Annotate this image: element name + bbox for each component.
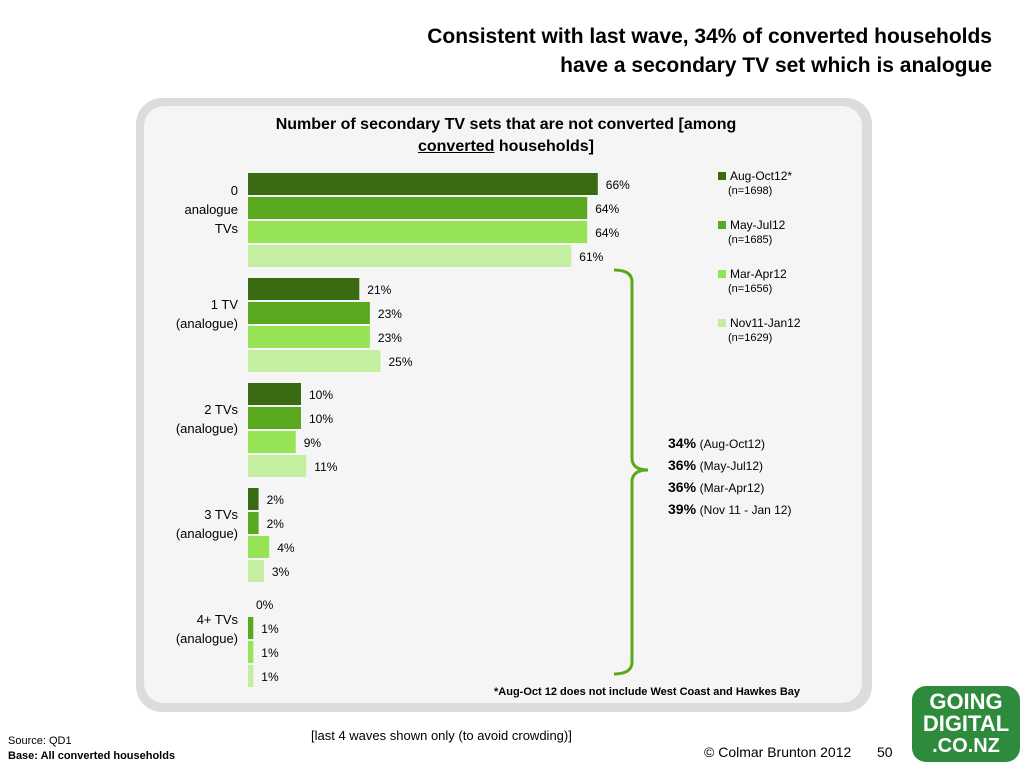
bar: [248, 665, 254, 687]
logo-line1: GOING: [929, 689, 1003, 714]
legend-label: Nov11-Jan12: [730, 316, 801, 330]
data-label: 2%: [267, 517, 285, 531]
chart-title-underlined: converted: [417, 138, 495, 155]
category-label: 4+ TVs: [197, 612, 239, 627]
source-block: Source: QD1 Base: All converted househol…: [8, 734, 175, 764]
data-label: 0%: [256, 598, 274, 612]
bar: [248, 488, 259, 510]
data-label: 25%: [389, 355, 413, 369]
bar: [248, 455, 307, 477]
data-label: 66%: [606, 178, 630, 192]
summary-value: 39%: [668, 501, 697, 517]
bar: [248, 197, 588, 219]
legend-label: Mar-Apr12: [730, 267, 787, 281]
chart-title: Number of secondary TV sets that are not…: [236, 114, 776, 158]
category-label: analogue: [185, 202, 239, 217]
legend-n: (n=1629): [728, 332, 772, 344]
data-label: 23%: [378, 307, 402, 321]
bar: [248, 302, 370, 324]
data-label: 11%: [314, 460, 337, 474]
bar: [248, 407, 301, 429]
logo-line3: .CO.NZ: [932, 735, 1000, 757]
data-label: 2%: [267, 493, 285, 507]
legend-n: (n=1656): [728, 283, 772, 295]
slide-title-line2: have a secondary TV set which is analogu…: [560, 54, 992, 77]
data-label: 1%: [261, 622, 279, 636]
data-label: 64%: [595, 226, 619, 240]
summary-row: 36% (Mar-Apr12): [668, 477, 791, 499]
bar: [248, 245, 572, 267]
bar: [248, 431, 296, 453]
legend-swatch: [718, 319, 726, 327]
data-label: 9%: [304, 436, 322, 450]
legend-swatch: [718, 221, 726, 229]
legend-swatch: [718, 270, 726, 278]
bar: [248, 221, 588, 243]
waves-note: [last 4 waves shown only (to avoid crowd…: [311, 728, 572, 743]
legend-swatch: [718, 172, 726, 180]
grouping-brace: [613, 268, 649, 676]
legend-label: Aug-Oct12*: [730, 169, 792, 183]
data-label: 64%: [595, 202, 619, 216]
summary-row: 34% (Aug-Oct12): [668, 433, 791, 455]
category-label: 0: [231, 183, 238, 198]
legend-n: (n=1698): [728, 185, 772, 197]
summary-value: 34%: [668, 435, 697, 451]
going-digital-logo: GOING DIGITAL .CO.NZ: [912, 686, 1020, 762]
summary-value: 36%: [668, 457, 697, 473]
bar: [248, 641, 254, 663]
copyright: © Colmar Brunton 2012: [704, 744, 852, 760]
legend-n: (n=1685): [728, 234, 772, 246]
bar: [248, 617, 254, 639]
data-label: 1%: [261, 646, 279, 660]
bar: [248, 350, 381, 372]
summary-row: 39% (Nov 11 - Jan 12): [668, 499, 791, 521]
summary-label: (May-Jul12): [699, 459, 764, 473]
source-text: Source: QD1: [8, 735, 72, 747]
category-label: 1 TV: [211, 297, 239, 312]
category-label: TVs: [215, 221, 239, 236]
data-label: 10%: [309, 388, 333, 402]
summary-label: (Aug-Oct12): [699, 437, 766, 451]
bar: [248, 512, 259, 534]
bar: [248, 560, 264, 582]
legend-label: May-Jul12: [730, 218, 786, 232]
summary-label: (Mar-Apr12): [699, 481, 765, 495]
summary-value: 36%: [668, 479, 697, 495]
category-label: (analogue): [176, 631, 238, 646]
category-label: (analogue): [176, 316, 238, 331]
summary-row: 36% (May-Jul12): [668, 455, 791, 477]
data-label: 21%: [367, 283, 391, 297]
page-number: 50: [877, 744, 893, 760]
chart-footnote: *Aug-Oct 12 does not include West Coast …: [494, 686, 801, 698]
summary-block: 34% (Aug-Oct12) 36% (May-Jul12) 36% (Mar…: [668, 433, 791, 521]
data-label: 4%: [277, 541, 295, 555]
summary-label: (Nov 11 - Jan 12): [699, 503, 792, 517]
chart-title-rest: households]: [494, 138, 595, 155]
data-label: 1%: [261, 670, 279, 684]
logo-line2: DIGITAL: [922, 711, 1010, 736]
chart-title-line1: Number of secondary TV sets that are not…: [275, 116, 737, 133]
bar: [248, 383, 301, 405]
category-label: (analogue): [176, 526, 238, 541]
bar: [248, 173, 598, 195]
category-label: 3 TVs: [204, 507, 238, 522]
base-text: Base: All converted households: [8, 750, 176, 762]
slide-title-line1: Consistent with last wave, 34% of conver…: [427, 25, 992, 48]
bar: [248, 278, 360, 300]
bar: [248, 536, 270, 558]
data-label: 10%: [309, 412, 333, 426]
chart-title-line2: converted households]: [236, 136, 776, 158]
bar: [248, 326, 370, 348]
data-label: 3%: [272, 565, 290, 579]
data-label: 61%: [579, 250, 603, 264]
data-label: 23%: [378, 331, 402, 345]
category-label: 2 TVs: [204, 402, 238, 417]
category-label: (analogue): [176, 421, 238, 436]
slide-title: Consistent with last wave, 34% of conver…: [292, 22, 992, 80]
